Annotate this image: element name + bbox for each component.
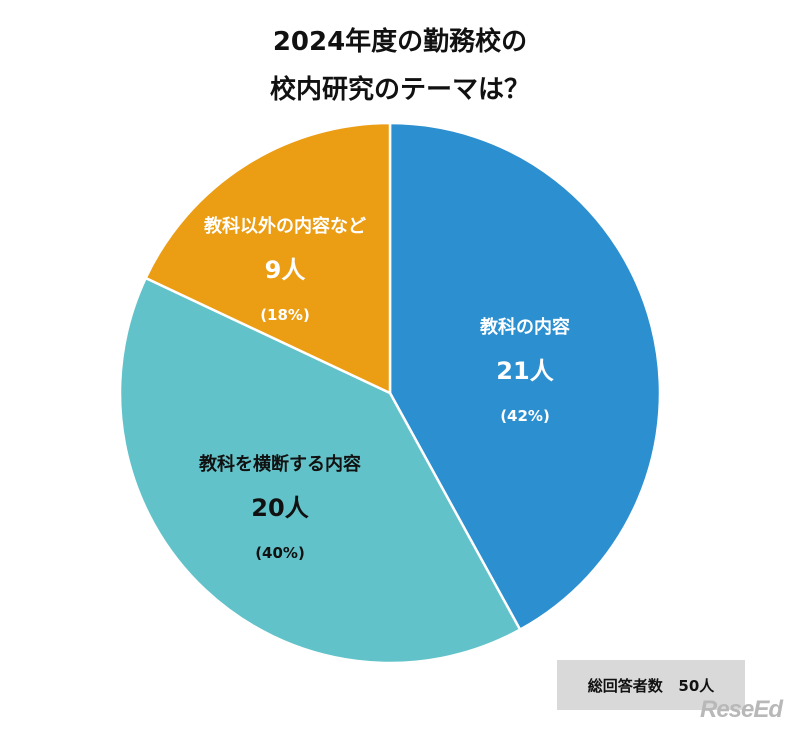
chart-title-line-2: 校内研究のテーマは？ [269,75,530,105]
slice-label-2: 教科を横断する内容 [199,453,361,475]
slice-count-3: 9人 [265,256,306,284]
slice-percent-1: (42%) [500,407,550,425]
slice-percent-2: (40%) [255,544,305,562]
total-respondents-label: 総回答者数 [587,676,663,695]
slice-label-1: 教科の内容 [480,316,570,338]
pie-slice-2 [118,276,522,665]
pie-slice-3 [144,121,392,395]
slice-percent-3: (18%) [260,306,310,324]
pie-slice-1 [388,121,662,632]
slice-count-1: 21人 [496,357,553,385]
chart-title-line-1: 2024年度の勤務校の [272,27,528,57]
total-respondents-value: 50人 [678,676,715,695]
slice-label-3: 教科以外の内容など [204,215,366,237]
total-respondents-box: 総回答者数 50人 [557,660,745,710]
resed-logo: ReseEd [700,696,783,723]
slice-count-2: 20人 [251,494,308,522]
